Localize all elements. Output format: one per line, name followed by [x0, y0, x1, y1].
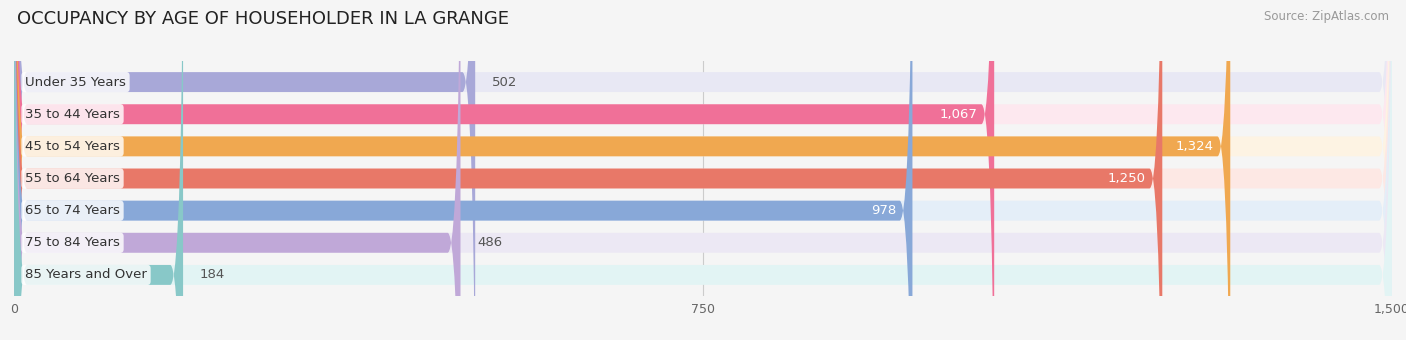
Text: 85 Years and Over: 85 Years and Over [25, 268, 148, 282]
FancyBboxPatch shape [14, 0, 994, 340]
Text: OCCUPANCY BY AGE OF HOUSEHOLDER IN LA GRANGE: OCCUPANCY BY AGE OF HOUSEHOLDER IN LA GR… [17, 10, 509, 28]
Text: 55 to 64 Years: 55 to 64 Years [25, 172, 120, 185]
Text: Under 35 Years: Under 35 Years [25, 75, 127, 89]
Text: 502: 502 [492, 75, 517, 89]
FancyBboxPatch shape [14, 0, 1392, 340]
Text: 1,250: 1,250 [1108, 172, 1146, 185]
Text: 486: 486 [477, 236, 502, 249]
Text: 184: 184 [200, 268, 225, 282]
FancyBboxPatch shape [14, 0, 461, 340]
FancyBboxPatch shape [14, 0, 1392, 340]
FancyBboxPatch shape [14, 0, 183, 340]
FancyBboxPatch shape [14, 0, 475, 340]
FancyBboxPatch shape [14, 0, 1392, 340]
Text: 45 to 54 Years: 45 to 54 Years [25, 140, 120, 153]
FancyBboxPatch shape [14, 0, 1230, 340]
FancyBboxPatch shape [14, 0, 1392, 340]
Text: Source: ZipAtlas.com: Source: ZipAtlas.com [1264, 10, 1389, 23]
FancyBboxPatch shape [14, 0, 1163, 340]
Text: 978: 978 [870, 204, 896, 217]
FancyBboxPatch shape [14, 0, 912, 340]
FancyBboxPatch shape [14, 0, 1392, 340]
FancyBboxPatch shape [14, 0, 1392, 340]
Text: 1,067: 1,067 [939, 108, 977, 121]
Text: 75 to 84 Years: 75 to 84 Years [25, 236, 120, 249]
Text: 1,324: 1,324 [1175, 140, 1213, 153]
FancyBboxPatch shape [14, 0, 1392, 340]
Text: 65 to 74 Years: 65 to 74 Years [25, 204, 120, 217]
Text: 35 to 44 Years: 35 to 44 Years [25, 108, 120, 121]
